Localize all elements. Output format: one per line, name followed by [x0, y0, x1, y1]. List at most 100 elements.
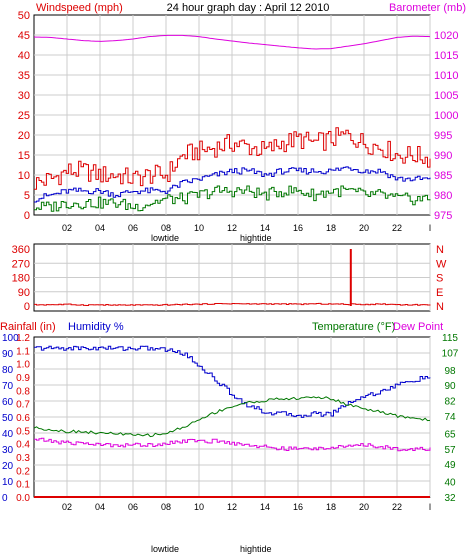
- y-tick-label-humidity: 70: [2, 381, 14, 392]
- rainfall-axis-label: Rainfall (in): [0, 321, 56, 333]
- direction-panel-left-ticks: 0 90 180 270 360: [12, 244, 30, 313]
- y-tick-label-barometer: 990: [434, 150, 452, 162]
- y-tick-label-temperature: 57: [444, 445, 456, 456]
- x-tick-label: 16: [293, 502, 303, 512]
- y-tick-label-humidity: 80: [2, 365, 14, 376]
- wind-panel-x-ticks: 02 04 06 08 10 12 14 16 18 20 22 l: [62, 223, 431, 233]
- x-tick-label: 22: [392, 223, 402, 233]
- y-tick-label-temperature: 107: [442, 348, 459, 359]
- series-line-barometer: [33, 34, 431, 50]
- x-tick-label: 12: [227, 502, 237, 512]
- y-tick-label-barometer: 1000: [434, 110, 458, 122]
- y-tick-label-humidity: 30: [2, 445, 14, 456]
- y-tick-label-rainfall: 0.6: [16, 413, 30, 424]
- y-tick-label-temperature: 32: [444, 493, 456, 504]
- climate-panel-lines: [33, 345, 431, 498]
- series-line-gust: [34, 127, 431, 190]
- x-tick-label: 18: [326, 502, 336, 512]
- y-tick-label-humidity: 0: [2, 493, 8, 504]
- climate-panel-x-ticks: 02 04 06 08 10 12 14 16 18 20 22 l: [62, 502, 431, 512]
- y-tick-label-compass: N: [436, 301, 444, 313]
- series-line-average: [34, 166, 431, 203]
- climate-panel-right-ticks: 32 40 49 57 65 74 82 90 98 107 115: [442, 333, 459, 504]
- y-tick-label-barometer: 985: [434, 170, 452, 182]
- tide-high-label-3: hightide: [240, 544, 272, 554]
- y-tick-label-temperature: 74: [444, 412, 456, 423]
- y-tick-label-windspeed: 5: [24, 190, 30, 202]
- y-tick-label-direction: 0: [24, 301, 30, 313]
- y-tick-label-temperature: 115: [442, 333, 458, 344]
- y-tick-label-windspeed: 25: [18, 110, 30, 122]
- wind-panel-right-ticks: 975 980 985 990 995 1000 1005 1010 1015 1020: [434, 30, 458, 222]
- humidity-axis-label: Humidity %: [68, 321, 124, 333]
- y-tick-label-barometer: 980: [434, 190, 452, 202]
- series-line-low: [34, 185, 431, 212]
- temperature-axis-label: Temperature (°F): [312, 321, 395, 333]
- x-tick-label: 20: [359, 502, 369, 512]
- x-tick-label: 16: [293, 223, 303, 233]
- dew-point-axis-label: Dew Point: [393, 321, 443, 333]
- y-tick-label-barometer: 1015: [434, 50, 458, 62]
- x-tick-label: 18: [326, 223, 336, 233]
- y-tick-label-compass: E: [436, 287, 443, 299]
- y-tick-label-windspeed: 50: [18, 10, 30, 22]
- tide-high-label-1: hightide: [240, 233, 272, 243]
- y-tick-label-humidity: 90: [2, 349, 14, 360]
- tide-low-label-3: lowtide: [151, 544, 179, 554]
- y-tick-label-rainfall: 0.8: [16, 386, 30, 397]
- y-tick-label-windspeed: 40: [18, 50, 30, 62]
- y-tick-label-humidity: 10: [2, 477, 14, 488]
- x-tick-label: 02: [62, 502, 72, 512]
- y-tick-label-humidity: 60: [2, 397, 14, 408]
- wind-panel-lines: [33, 34, 431, 212]
- y-tick-label-barometer: 1010: [434, 70, 458, 82]
- x-tick-label: 14: [260, 223, 270, 233]
- y-tick-label-temperature: 40: [444, 478, 456, 489]
- y-tick-label-compass: N: [436, 244, 444, 256]
- x-tick-label: 10: [194, 223, 204, 233]
- y-tick-label-humidity: 100: [2, 333, 19, 344]
- x-tick-label: 06: [128, 502, 138, 512]
- climate-panel-left-ticks: 0.0 0.1 0.2 0.3 0.4 0.5 0.6 0.7 0.8 0.9 1.0 1.1 1.2 0…: [2, 333, 30, 504]
- y-tick-label-windspeed: 35: [18, 70, 30, 82]
- y-tick-label-barometer: 975: [434, 210, 452, 222]
- y-tick-label-rainfall: 0.0: [16, 493, 30, 504]
- x-tick-label: 06: [128, 223, 138, 233]
- y-tick-label-rainfall: 0.7: [16, 400, 30, 411]
- y-tick-label-direction: 270: [12, 258, 30, 270]
- y-tick-label-rainfall: 1.0: [16, 360, 30, 371]
- y-tick-label-rainfall: 1.2: [16, 333, 30, 344]
- y-tick-label-rainfall: 0.2: [16, 466, 30, 477]
- y-tick-label-barometer: 995: [434, 130, 452, 142]
- y-tick-label-windspeed: 15: [18, 150, 30, 162]
- y-tick-label-humidity: 20: [2, 461, 14, 472]
- x-tick-label: 02: [62, 223, 72, 233]
- y-tick-label-rainfall: 0.1: [16, 480, 30, 491]
- y-tick-label-humidity: 40: [2, 429, 14, 440]
- y-tick-label-humidity: 50: [2, 413, 14, 424]
- y-tick-label-compass: S: [436, 273, 443, 285]
- y-tick-label-rainfall: 0.9: [16, 373, 30, 384]
- x-tick-label: 20: [359, 223, 369, 233]
- barometer-axis-label: Barometer (mb): [389, 2, 466, 14]
- y-tick-label-windspeed: 10: [18, 170, 30, 182]
- x-tick-label: 04: [95, 502, 105, 512]
- x-tick-label: 10: [194, 502, 204, 512]
- y-tick-label-rainfall: 0.4: [16, 440, 30, 451]
- series-line-humidity: [34, 345, 431, 418]
- y-tick-label-barometer: 1005: [434, 90, 458, 102]
- y-tick-label-temperature: 90: [444, 381, 456, 392]
- y-tick-label-temperature: 65: [444, 429, 456, 440]
- x-tick-label: 04: [95, 223, 105, 233]
- y-tick-label-direction: 180: [12, 273, 30, 285]
- y-tick-label-direction: 360: [12, 244, 30, 256]
- y-tick-label-windspeed: 20: [18, 130, 30, 142]
- y-tick-label-windspeed: 30: [18, 90, 30, 102]
- x-tick-label: 08: [161, 502, 171, 512]
- y-tick-label-rainfall: 1.1: [16, 346, 30, 357]
- y-tick-label-compass: W: [436, 258, 447, 270]
- y-tick-label-temperature: 82: [444, 397, 456, 408]
- direction-panel-grid: [34, 244, 431, 311]
- direction-panel-lines: [34, 249, 431, 306]
